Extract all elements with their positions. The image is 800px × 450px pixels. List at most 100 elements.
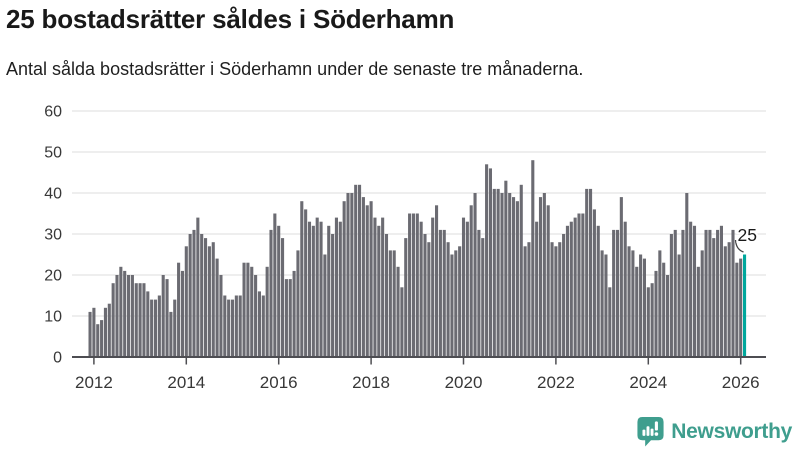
bar [735,262,739,357]
newsworthy-brand-text: Newsworthy [671,420,792,443]
bar [284,279,288,357]
bar [716,229,720,357]
bar [712,238,716,357]
bar [115,275,119,357]
bar [589,188,593,357]
x-tick-label: 2014 [167,373,205,392]
bar [615,229,620,357]
bar [204,238,208,357]
highlighted-bar [743,254,747,357]
bar [577,213,581,357]
x-tick-label: 2012 [75,373,113,392]
bar [519,184,523,357]
bar [669,234,673,357]
bar [157,295,161,357]
bar [88,311,92,357]
bar [554,246,558,357]
bar [242,262,246,357]
bar [639,254,643,357]
bar [435,205,439,357]
bar [723,246,727,357]
bar [354,184,358,357]
bar [619,197,623,357]
bar [350,193,354,357]
bar [100,320,104,357]
bar [546,205,550,357]
bar [523,246,527,357]
chart-subtitle: Antal sålda bostadsrätter i Söderhamn un… [6,59,584,79]
bar [188,234,192,357]
bar [304,209,308,357]
bar [692,225,697,357]
gridlines [72,110,766,317]
bar [358,184,362,357]
bar [496,188,500,357]
bar [153,299,158,357]
bar [581,213,585,357]
bar [365,205,369,357]
bar [180,270,184,357]
bar [627,246,631,357]
x-axis-labels: 2012 2014 2016 2018 2020 2022 2024 2026 [75,373,760,392]
bar [646,287,650,357]
bar [123,270,127,357]
bar [404,238,408,357]
bar [469,205,473,357]
bar [719,225,723,357]
bar [334,217,338,357]
x-tick-label: 2020 [445,373,483,392]
bar [238,295,242,357]
bar [515,201,519,357]
bar [250,266,254,357]
bar [230,299,235,357]
bar [342,201,346,357]
bar [565,225,569,357]
bar [223,295,227,357]
bar [666,275,670,357]
bar [311,225,315,357]
y-tick-label: 50 [44,145,62,162]
bar [696,266,700,357]
bar [111,283,115,357]
y-tick-label: 60 [44,104,62,121]
bar [288,279,292,357]
bar [623,221,627,357]
bar [658,250,662,357]
bar [573,217,577,357]
bar [631,250,635,357]
bar [673,229,677,357]
x-tick-label: 2024 [629,373,667,392]
x-tick-label: 2018 [352,373,390,392]
bar [103,307,107,357]
bar [296,250,300,357]
bar [307,221,312,357]
bar [504,180,508,357]
bar [542,193,546,357]
bar [446,242,450,357]
bar [377,225,381,357]
bar [708,229,712,357]
bar [323,254,327,357]
bar [473,193,477,357]
bar [477,229,481,357]
bar [612,229,616,357]
bar [535,221,539,357]
bar [492,188,496,357]
newsworthy-brand: Newsworthy [637,417,792,447]
bar [269,229,273,357]
y-tick-label: 20 [44,268,62,285]
bar [635,266,639,357]
bar [550,242,554,357]
bar [415,213,419,357]
bar [161,275,165,357]
bar [338,221,342,357]
bar [219,275,223,357]
bar [419,221,423,357]
bar [558,242,562,357]
bar [107,303,111,357]
newsworthy-logo-icon [637,417,664,447]
x-tick-label: 2026 [722,373,760,392]
bar [461,217,466,357]
bar [261,295,265,357]
bar [681,229,685,357]
